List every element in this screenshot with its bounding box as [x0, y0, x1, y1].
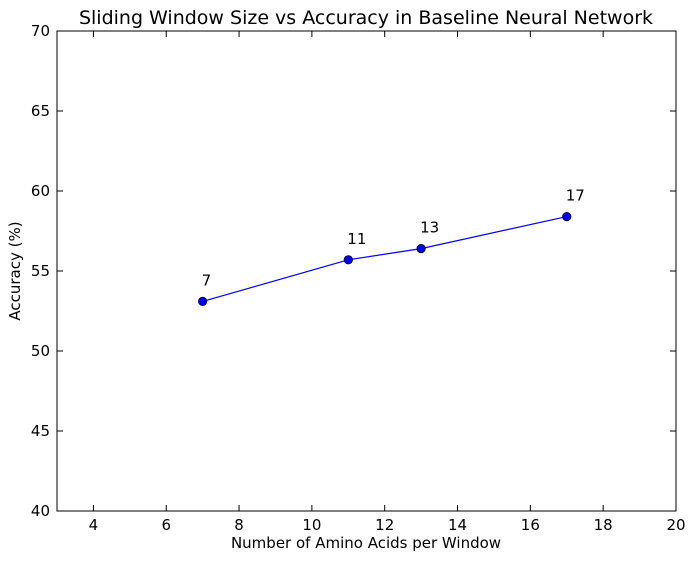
x-tick-label: 20	[666, 516, 685, 534]
data-point-label: 11	[347, 230, 366, 248]
y-tick-label: 60	[31, 182, 50, 200]
y-tick-label: 70	[31, 22, 50, 40]
data-point	[562, 212, 572, 222]
data-series	[198, 212, 572, 306]
data-point-label: 13	[420, 219, 439, 237]
x-tick-label: 14	[448, 516, 467, 534]
data-labels: 7 11 13 17	[202, 187, 585, 290]
y-tick-label: 55	[31, 262, 50, 280]
x-tick-label: 6	[161, 516, 171, 534]
data-point	[343, 255, 353, 265]
x-tick-label: 16	[521, 516, 540, 534]
x-tick-label: 10	[302, 516, 321, 534]
data-point-label: 17	[566, 187, 585, 205]
y-tick-label: 45	[31, 422, 50, 440]
y-axis-label: Accuracy (%)	[6, 221, 24, 320]
x-tick-label: 18	[594, 516, 613, 534]
chart-title: Sliding Window Size vs Accuracy in Basel…	[79, 7, 653, 29]
data-point	[416, 244, 426, 254]
x-axis-label: Number of Amino Acids per Window	[231, 534, 501, 552]
data-point-label: 7	[202, 271, 212, 289]
axis-ticks: 4 6 8 10 12 14 16 18 20 40 45 50 55 60 65 70	[31, 22, 686, 534]
plot-area-frame	[56, 30, 677, 512]
data-point	[198, 296, 208, 306]
y-tick-label: 65	[31, 102, 50, 120]
y-tick-label: 50	[31, 342, 50, 360]
x-tick-label: 12	[375, 516, 394, 534]
x-tick-label: 4	[89, 516, 99, 534]
x-tick-label: 8	[234, 516, 244, 534]
series-line	[202, 216, 567, 302]
y-tick-label: 40	[31, 502, 50, 520]
